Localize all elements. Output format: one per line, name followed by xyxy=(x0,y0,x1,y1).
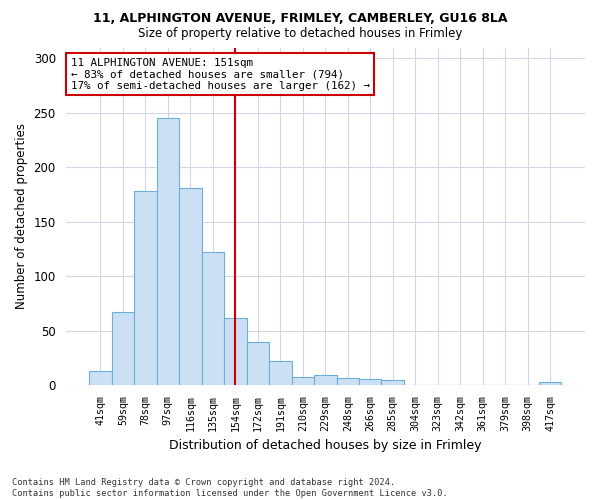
Bar xyxy=(224,318,247,386)
Bar xyxy=(157,118,179,386)
Y-axis label: Number of detached properties: Number of detached properties xyxy=(15,124,28,310)
Bar xyxy=(359,379,382,386)
Bar xyxy=(292,376,314,386)
Bar xyxy=(202,252,224,386)
Text: 11, ALPHINGTON AVENUE, FRIMLEY, CAMBERLEY, GU16 8LA: 11, ALPHINGTON AVENUE, FRIMLEY, CAMBERLE… xyxy=(93,12,507,26)
Text: 11 ALPHINGTON AVENUE: 151sqm
← 83% of detached houses are smaller (794)
17% of s: 11 ALPHINGTON AVENUE: 151sqm ← 83% of de… xyxy=(71,58,370,91)
Text: Contains HM Land Registry data © Crown copyright and database right 2024.
Contai: Contains HM Land Registry data © Crown c… xyxy=(12,478,448,498)
Bar xyxy=(179,188,202,386)
Bar xyxy=(539,382,562,386)
Bar xyxy=(247,342,269,386)
X-axis label: Distribution of detached houses by size in Frimley: Distribution of detached houses by size … xyxy=(169,440,482,452)
Bar xyxy=(269,362,292,386)
Bar xyxy=(382,380,404,386)
Bar xyxy=(314,374,337,386)
Bar xyxy=(112,312,134,386)
Bar xyxy=(89,372,112,386)
Bar xyxy=(134,192,157,386)
Text: Size of property relative to detached houses in Frimley: Size of property relative to detached ho… xyxy=(138,28,462,40)
Bar xyxy=(337,378,359,386)
